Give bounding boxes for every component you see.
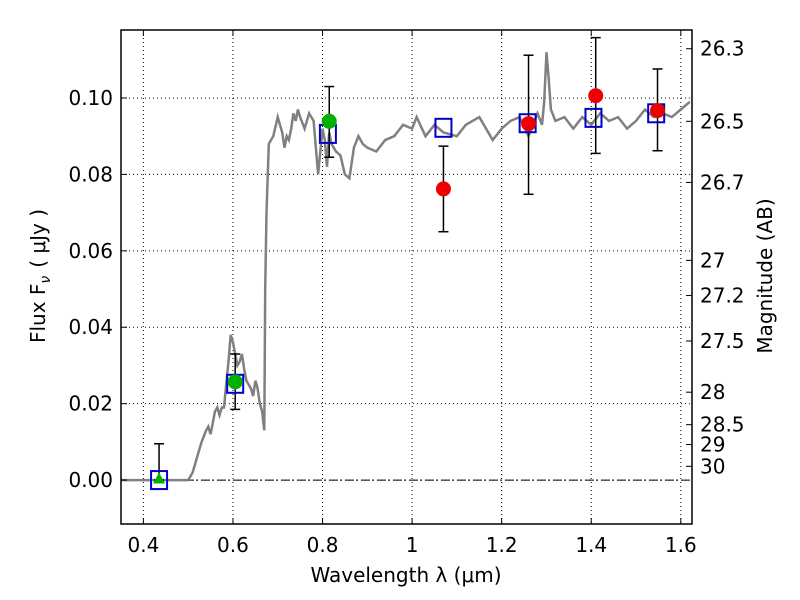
upper-limit-triangle bbox=[153, 472, 166, 484]
x-axis-label: Wavelength λ (μm) bbox=[310, 563, 501, 587]
red-data-point bbox=[435, 181, 451, 197]
y-axis-label-sub: ν bbox=[38, 276, 54, 284]
y-tick-label: 0.06 bbox=[68, 239, 113, 263]
x-tick-label: 0.6 bbox=[217, 533, 249, 557]
right-tick-label: 27.2 bbox=[700, 284, 745, 308]
red-data-point bbox=[521, 116, 537, 132]
plot-frame bbox=[120, 29, 693, 525]
right-tick-label: 27 bbox=[700, 248, 725, 272]
x-tick-label: 0.4 bbox=[127, 533, 159, 557]
tick-layer: 0.4 0.6 0.8 1 1.2 1.4 1.6 0.00 0.02 0.04 0.06 0.08 0… bbox=[68, 30, 745, 557]
x-tick-label: 1.2 bbox=[486, 533, 518, 557]
marker-layer bbox=[150, 36, 666, 491]
model-band-square bbox=[150, 470, 169, 491]
svg-text:Flux Fν( μJy ): Flux Fν ( μJy ) bbox=[26, 209, 54, 343]
green-data-point bbox=[227, 374, 243, 390]
green-data-point bbox=[321, 113, 337, 129]
y-axis-label-unit: ( μJy ) bbox=[26, 209, 50, 268]
x-tick-label: 0.8 bbox=[307, 533, 339, 557]
right-tick-label: 26.5 bbox=[700, 109, 745, 133]
grid-layer bbox=[121, 30, 692, 524]
y-tick-label: 0.08 bbox=[68, 162, 113, 186]
x-tick-label: 1 bbox=[406, 533, 419, 557]
model-band-square bbox=[584, 107, 603, 128]
right-tick-label: 28.5 bbox=[700, 413, 745, 437]
x-tick-label: 1.4 bbox=[575, 533, 607, 557]
model-sed-line bbox=[121, 52, 691, 482]
red-data-point bbox=[650, 103, 666, 119]
right-tick-label: 28 bbox=[700, 380, 725, 404]
model-band-square bbox=[434, 117, 453, 138]
y-tick-label: 0.04 bbox=[68, 315, 113, 339]
right-tick-label: 30 bbox=[700, 454, 725, 478]
y-axis-label-main: Flux F bbox=[26, 284, 50, 343]
y-tick-label: 0.02 bbox=[68, 392, 113, 416]
y-tick-label: 0.10 bbox=[68, 86, 113, 110]
y-tick-label: 0.00 bbox=[68, 468, 113, 492]
y-axis-label: Flux Fν ( μJy ) bbox=[26, 209, 54, 343]
red-data-point bbox=[588, 88, 604, 104]
right-axis-label: Magnitude (AB) bbox=[753, 198, 777, 353]
right-tick-label: 26.7 bbox=[700, 170, 745, 194]
x-tick-label: 1.6 bbox=[665, 533, 697, 557]
right-tick-label: 26.3 bbox=[700, 37, 745, 61]
right-tick-label: 27.5 bbox=[700, 329, 745, 353]
right-tick-label: 29 bbox=[700, 433, 725, 457]
